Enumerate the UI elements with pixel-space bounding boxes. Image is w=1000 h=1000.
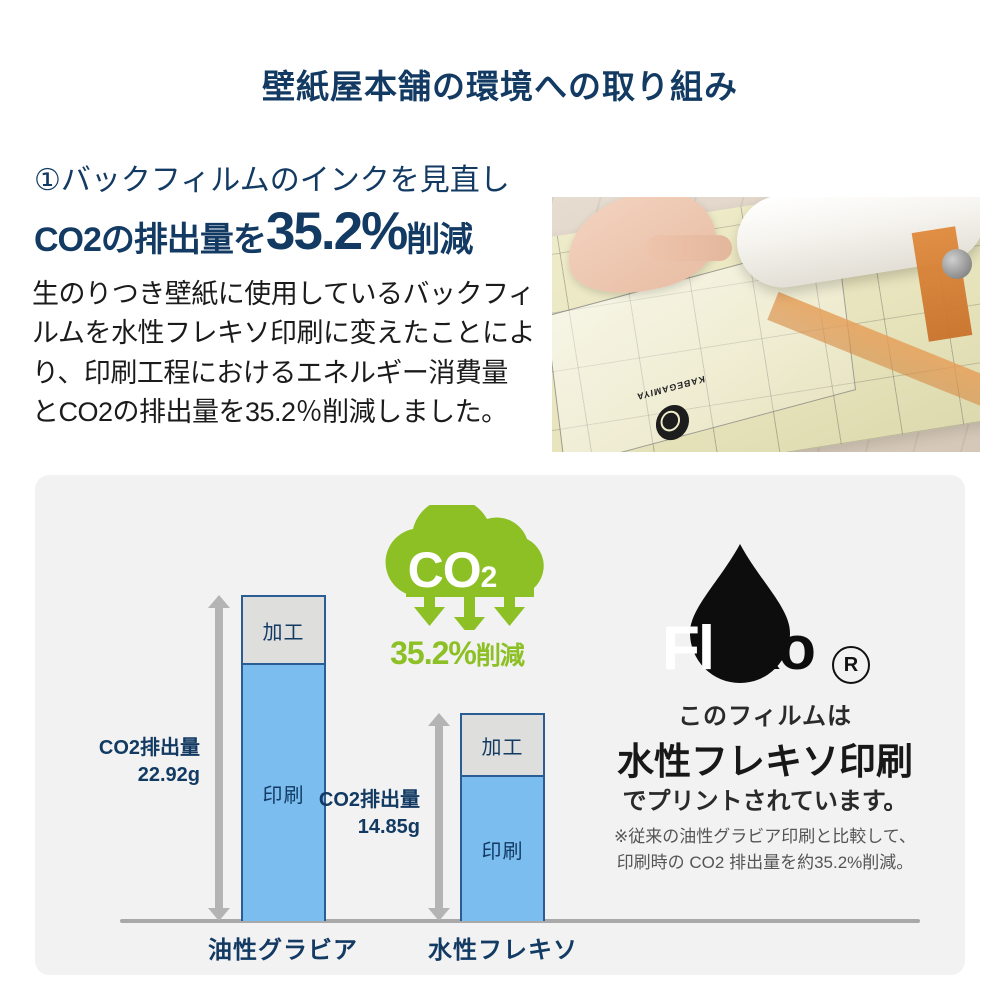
bar-water-flexo: 加工 印刷 bbox=[460, 713, 545, 921]
bar1-segment-printing: 印刷 bbox=[243, 663, 324, 921]
roll-cap bbox=[942, 249, 972, 279]
flexo-footnote-line-2: 印刷時の CO2 排出量を約35.2%削減。 bbox=[616, 853, 914, 873]
co2-cloud-label: CO2 bbox=[407, 542, 498, 598]
flexo-line-1: このフィルムは bbox=[677, 703, 853, 730]
arrow-shaft bbox=[435, 724, 443, 910]
flexo-block: Flexo R このフィルムは 水性フレキソ印刷 でプリントされています。 ※従… bbox=[600, 536, 930, 872]
flexo-line-2: 水性フレキソ印刷 bbox=[617, 741, 913, 782]
measure-caption-2: CO2排出量 bbox=[318, 789, 420, 811]
flexo-line-3: でプリントされています。 bbox=[622, 788, 908, 815]
measure-arrow-water-flexo-icon bbox=[428, 713, 450, 921]
bar2-segment-processing: 加工 bbox=[462, 715, 543, 775]
arrow-head-down-icon bbox=[208, 908, 230, 921]
measure-arrow-oil-gravure-icon bbox=[208, 595, 230, 921]
bar1-segment-processing: 加工 bbox=[243, 597, 324, 663]
co2-reduction-label: 35.2%削減 bbox=[390, 635, 525, 671]
headline-prefix: CO2の排出量を bbox=[34, 221, 267, 259]
bar2-segment-printing: 印刷 bbox=[462, 775, 543, 921]
flexo-wordmark: Flexo bbox=[662, 614, 816, 683]
registered-trademark-icon: R bbox=[832, 646, 870, 684]
body-line-1: 生のりつき壁紙に使用しているバックフィ bbox=[32, 279, 535, 309]
film-brand-text: KABEGAMIYA bbox=[635, 373, 706, 403]
bar-oil-gravure: 加工 印刷 bbox=[241, 595, 326, 921]
headline-suffix: 削減 bbox=[406, 221, 473, 259]
bar1-segment-printing-label: 印刷 bbox=[262, 784, 305, 807]
co2-cloud-block: CO2 35.2%削減 bbox=[370, 505, 570, 685]
flexo-footnote: ※従来の油性グラビア印刷と比較して、 印刷時の CO2 排出量を約35.2%削減… bbox=[600, 824, 930, 877]
arrow-head-up-icon bbox=[208, 595, 230, 608]
measure-label-oil-gravure: CO2排出量 22.92g bbox=[80, 735, 200, 789]
co2-cloud-icon bbox=[385, 505, 544, 630]
section-lead: ①バックフィルムのインクを見直し bbox=[34, 164, 510, 197]
chart-baseline bbox=[120, 919, 920, 923]
body-line-3: り、印刷工程におけるエネルギー消費量 bbox=[32, 357, 508, 388]
measure-value-2: 14.85g bbox=[357, 816, 420, 838]
measure-value-1: 22.92g bbox=[137, 764, 200, 786]
arrow-shaft bbox=[215, 606, 223, 910]
flexo-footnote-line-1: ※従来の油性グラビア印刷と比較して、 bbox=[614, 827, 916, 846]
category-label-water-flexo: 水性フレキソ bbox=[428, 937, 578, 964]
measure-caption-1: CO2排出量 bbox=[98, 737, 200, 759]
flexo-droplet-icon bbox=[690, 544, 790, 683]
wallpaper-film-photo: KABEGAMIYA bbox=[552, 197, 980, 452]
category-label-oil-gravure: 油性グラビア bbox=[208, 937, 358, 964]
measure-label-water-flexo: CO2排出量 14.85g bbox=[300, 787, 420, 841]
page-title: 壁紙屋本舗の環境への取り組み bbox=[262, 68, 738, 105]
bar2-segment-printing-label: 印刷 bbox=[481, 840, 524, 863]
body-line-4: とCO2の排出量を35.2％削減しました。 bbox=[32, 397, 508, 428]
arrow-head-down-icon bbox=[428, 908, 450, 921]
arrow-head-up-icon bbox=[428, 713, 450, 726]
body-copy: 生のりつき壁紙に使用しているバックフィ ルムを水性フレキソ印刷に変えたことによ … bbox=[32, 275, 552, 433]
bar1-segment-processing-label: 加工 bbox=[262, 621, 305, 644]
headline: CO2の排出量を35.2%削減 bbox=[34, 205, 564, 258]
body-line-2: ルムを水性フレキソ印刷に変えたことによ bbox=[32, 318, 535, 349]
headline-value: 35.2% bbox=[265, 202, 408, 261]
bar2-segment-processing-label: 加工 bbox=[481, 736, 524, 759]
